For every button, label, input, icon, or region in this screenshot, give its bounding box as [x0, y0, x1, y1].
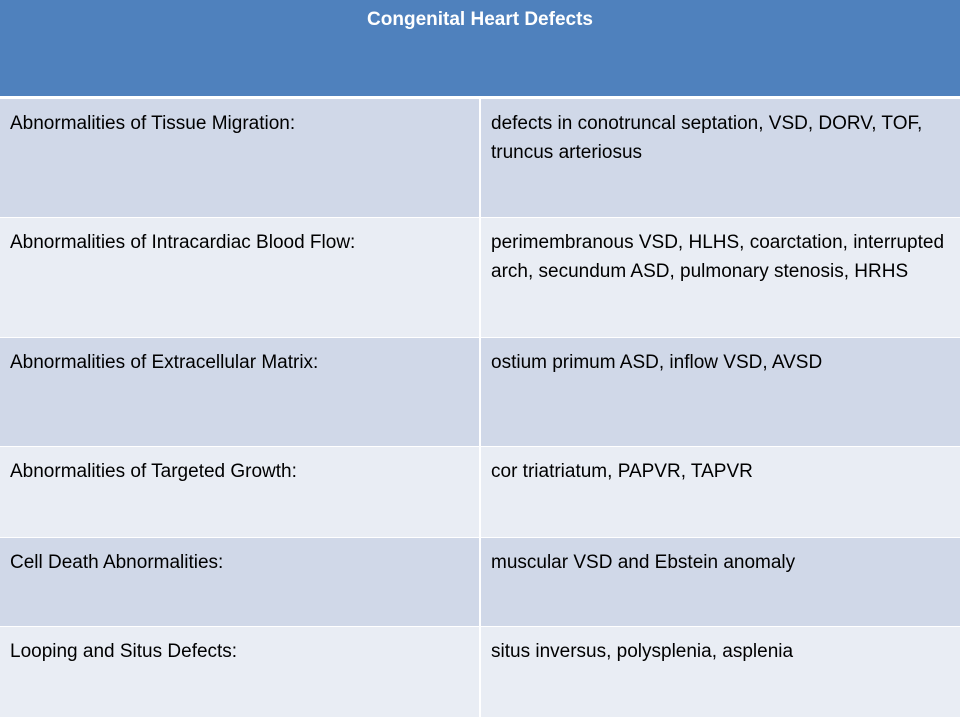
defects-cell: muscular VSD and Ebstein anomaly	[480, 536, 960, 626]
category-cell: Abnormalities of Extracellular Matrix:	[0, 336, 481, 446]
defects-cell: cor triatriatum, PAPVR, TAPVR	[480, 445, 960, 537]
defects-cell: situs inversus, polysplenia, asplenia	[480, 625, 960, 717]
category-cell: Abnormalities of Intracardiac Blood Flow…	[0, 216, 481, 337]
table-row: Abnormalities of Extracellular Matrix: o…	[0, 336, 960, 446]
table-row: Abnormalities of Tissue Migration: defec…	[0, 96, 960, 217]
table-row: Abnormalities of Targeted Growth: cor tr…	[0, 445, 960, 537]
category-cell: Abnormalities of Tissue Migration:	[0, 96, 481, 217]
table-row: Cell Death Abnormalities: muscular VSD a…	[0, 536, 960, 626]
table-header-row: Congenital Heart Defects	[0, 0, 960, 99]
defects-cell: perimembranous VSD, HLHS, coarctation, i…	[480, 216, 960, 337]
category-cell: Looping and Situs Defects:	[0, 625, 481, 717]
defects-cell: ostium primum ASD, inflow VSD, AVSD	[480, 336, 960, 446]
table-title: Congenital Heart Defects	[0, 0, 960, 99]
category-cell: Cell Death Abnormalities:	[0, 536, 481, 626]
table-row: Abnormalities of Intracardiac Blood Flow…	[0, 216, 960, 337]
category-cell: Abnormalities of Targeted Growth:	[0, 445, 481, 537]
defects-cell: defects in conotruncal septation, VSD, D…	[480, 96, 960, 217]
table-row: Looping and Situs Defects: situs inversu…	[0, 625, 960, 717]
